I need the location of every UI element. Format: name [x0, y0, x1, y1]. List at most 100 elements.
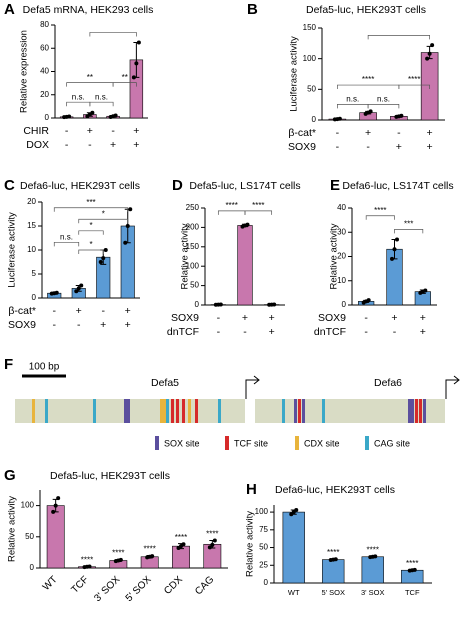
y-tick-label: 60 — [40, 43, 49, 52]
condition-mark: - — [217, 326, 221, 338]
x-tick-label: 3' SOX — [92, 574, 122, 604]
y-tick-label: 50 — [190, 281, 199, 290]
condition-mark: - — [65, 139, 69, 151]
chart-title: Defa5-luc, HEK293T cells — [306, 4, 426, 16]
gene-label: Defa6 — [374, 377, 402, 389]
y-tick-label: 80 — [40, 20, 49, 29]
y-axis-label: Luciferase activity — [289, 36, 300, 112]
data-point — [134, 61, 139, 66]
data-point — [212, 538, 217, 543]
panel-letter: B — [247, 1, 258, 18]
data-point — [423, 288, 428, 293]
condition-mark: - — [336, 127, 340, 139]
significance: n.s. — [377, 94, 390, 103]
data-point — [125, 224, 130, 228]
data-point — [150, 554, 155, 559]
y-axis-label: Luciferase activity — [7, 212, 18, 288]
condition-mark: - — [397, 127, 401, 139]
bracket — [337, 84, 400, 90]
legend-swatch — [365, 436, 369, 450]
bracket — [89, 101, 114, 107]
significance: **** — [252, 201, 264, 210]
tss-arrow — [245, 375, 260, 399]
condition-mark: + — [133, 125, 139, 137]
site — [176, 399, 179, 423]
condition-mark: - — [77, 319, 81, 331]
condition-label: SOX9 — [318, 312, 346, 324]
condition-mark: - — [336, 141, 340, 153]
panel-letter: A — [4, 1, 15, 18]
site — [160, 399, 163, 423]
data-point — [430, 43, 435, 48]
x-tick-label: WT — [288, 588, 300, 597]
condition-label: β-cat* — [8, 305, 36, 317]
y-tick-label: 20 — [27, 197, 36, 206]
data-point — [87, 564, 92, 569]
condition-mark: + — [76, 305, 82, 317]
data-point — [101, 256, 106, 261]
y-tick-label: 5 — [32, 269, 37, 278]
site — [93, 399, 96, 423]
condition-label: dnTCF — [167, 326, 199, 338]
bracket — [78, 218, 129, 224]
y-axis-label: Relative activity — [329, 223, 340, 289]
y-tick-label: 0 — [312, 115, 317, 124]
data-point — [90, 110, 95, 115]
condition-mark: + — [110, 139, 116, 151]
data-point — [56, 496, 61, 501]
gene-label: Defa5 — [151, 377, 179, 389]
condition-label: dnTCF — [314, 326, 346, 338]
chart-title: Defa6-luc, HEK293T cells — [275, 484, 395, 496]
condition-mark: + — [391, 312, 397, 324]
significance: **** — [81, 556, 93, 565]
y-tick-label: 0 — [195, 300, 200, 309]
site — [415, 399, 418, 423]
site — [282, 399, 285, 423]
bracket — [367, 35, 430, 40]
y-tick-label: 100 — [186, 261, 200, 270]
bracket — [112, 82, 137, 87]
data-point — [245, 222, 250, 227]
y-axis-label: Relative expression — [19, 30, 30, 113]
condition-mark: + — [133, 139, 139, 151]
legend-label: SOX site — [164, 438, 200, 448]
condition-mark: - — [53, 305, 57, 317]
y-tick-label: 10 — [337, 276, 346, 285]
chart-title: Defa5-luc, LS174T cells — [189, 180, 300, 192]
significance: *** — [404, 219, 413, 228]
condition-mark: + — [365, 127, 371, 139]
site — [423, 399, 426, 423]
bracket — [398, 84, 430, 90]
data-point — [207, 545, 212, 550]
significance: **** — [175, 533, 187, 542]
site — [408, 399, 411, 423]
bracket — [66, 82, 114, 87]
y-tick-label: 50 — [259, 543, 268, 552]
bar — [361, 556, 384, 584]
data-point — [67, 114, 72, 119]
condition-mark: - — [393, 326, 397, 338]
data-point — [366, 298, 371, 303]
bar — [322, 559, 345, 584]
panel-letter: G — [4, 467, 16, 484]
x-tick-label: CDX — [162, 574, 185, 597]
y-axis-label: Relative activity — [180, 223, 191, 289]
significance: **** — [367, 545, 379, 554]
data-point — [76, 286, 81, 291]
significance: **** — [225, 201, 237, 210]
sites — [32, 399, 426, 423]
data-point — [210, 542, 215, 547]
data-point — [390, 256, 394, 261]
scale-label: 100 bp — [29, 362, 60, 373]
site — [302, 399, 305, 423]
bracket — [217, 210, 246, 215]
significance: ** — [87, 73, 93, 82]
x-tick-label: 5' SOX — [124, 574, 154, 604]
y-tick-label: 75 — [259, 525, 268, 534]
condition-mark: + — [269, 312, 275, 324]
bracket — [89, 32, 137, 37]
significance: **** — [362, 75, 374, 84]
data-point — [103, 248, 108, 252]
bar — [46, 505, 65, 569]
site — [218, 399, 221, 423]
